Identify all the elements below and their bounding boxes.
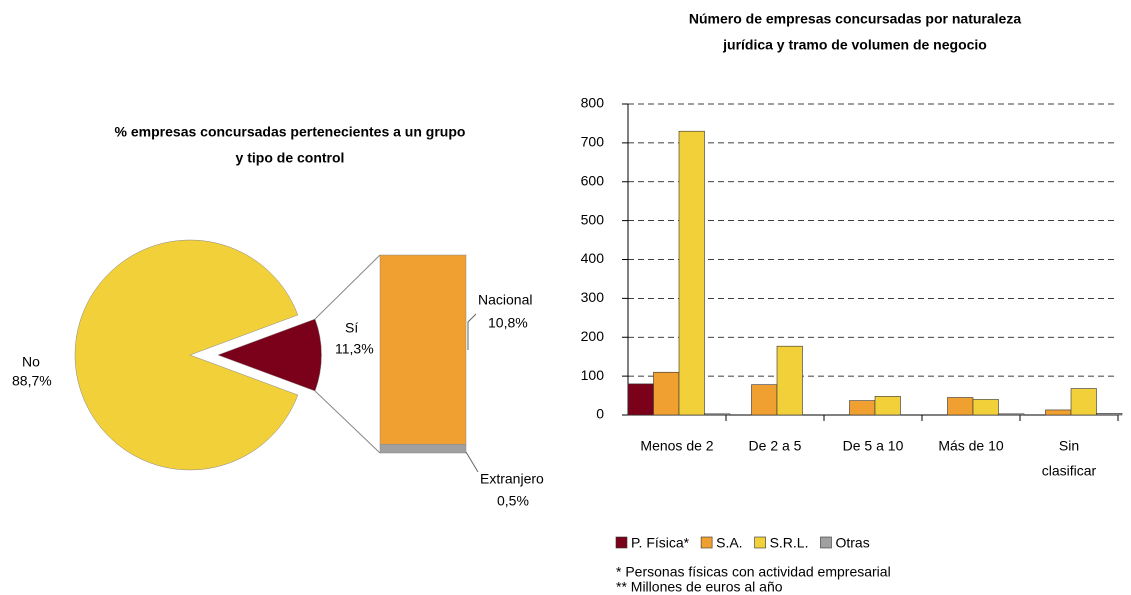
chart-title: jurídica y tramo de volumen de negocio — [722, 37, 987, 53]
bar — [1045, 409, 1072, 416]
bar — [972, 399, 999, 416]
x-tick-label: De 2 a 5 — [749, 438, 802, 454]
pie-value-label: 88,7% — [12, 373, 52, 389]
x-tick-label: Más de 10 — [938, 438, 1004, 454]
y-tick-label: 300 — [581, 289, 605, 305]
legend-swatch — [754, 536, 766, 549]
bar — [947, 397, 974, 416]
legend-swatch — [820, 536, 832, 549]
x-tick-label: clasificar — [1042, 463, 1097, 479]
pie-label: Sí — [345, 320, 358, 336]
bar — [627, 383, 654, 416]
chart-title: % empresas concursadas pertenecientes a … — [115, 124, 466, 140]
y-tick-label: 800 — [581, 95, 605, 111]
pie-slice — [74, 239, 299, 471]
legend-label: P. Física* — [631, 535, 690, 551]
legend-label: Otras — [835, 535, 869, 551]
y-tick-label: 600 — [581, 172, 605, 188]
y-tick-label: 700 — [581, 134, 605, 150]
breakdown-value-label: 0,5% — [497, 493, 529, 509]
bar — [1096, 413, 1123, 416]
legend-label: S.R.L. — [770, 535, 809, 551]
note: ** Millones de euros al año — [616, 579, 783, 595]
chart-title: Número de empresas concursadas por natur… — [689, 11, 1021, 27]
y-tick-label: 0 — [596, 406, 604, 422]
breakdown-label: Extranjero — [480, 471, 544, 487]
note: * Personas físicas con actividad empresa… — [616, 564, 891, 580]
legend-swatch — [615, 536, 628, 549]
bar — [776, 345, 803, 416]
y-tick-label: 100 — [581, 367, 605, 383]
y-tick-label: 500 — [581, 211, 605, 227]
bar — [653, 371, 680, 416]
pie-value-label: 11,3% — [335, 341, 374, 357]
y-tick-label: 200 — [581, 328, 605, 344]
x-tick-label: Menos de 2 — [640, 438, 713, 454]
connector — [314, 390, 381, 454]
bar — [704, 413, 731, 416]
bar — [849, 400, 876, 416]
connector — [314, 254, 381, 320]
pie-label: No — [22, 354, 40, 370]
bar — [874, 396, 901, 416]
leader — [467, 313, 477, 350]
pie-slice — [217, 318, 322, 392]
bar — [678, 130, 705, 416]
breakdown-label: Nacional — [478, 292, 532, 308]
bar — [1070, 388, 1097, 416]
breakdown-value-label: 10,8% — [488, 315, 528, 331]
bar — [751, 384, 778, 416]
x-tick-label: Sin — [1059, 438, 1079, 454]
chart-title: y tipo de control — [236, 150, 345, 166]
bar — [998, 413, 1025, 416]
breakdown-bar — [379, 254, 467, 445]
y-tick-label: 400 — [581, 250, 605, 266]
x-tick-label: De 5 a 10 — [843, 438, 904, 454]
legend-swatch — [700, 536, 713, 549]
leader — [465, 451, 479, 473]
breakdown-bar — [379, 443, 467, 454]
legend-label: S.A. — [716, 535, 742, 551]
